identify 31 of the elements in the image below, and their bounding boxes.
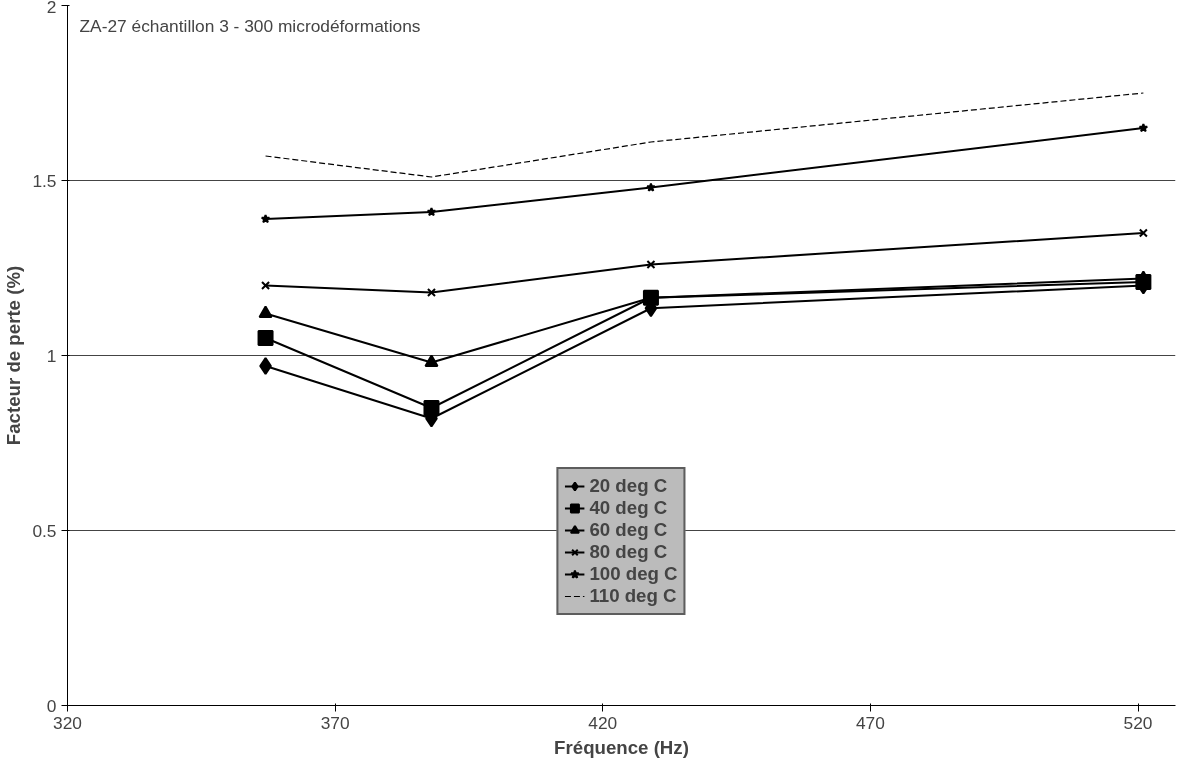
text: ZA-27 échantillon 3 - 300 microdéformations [79,15,421,36]
legend-label: 40 deg C [589,497,668,519]
y-axis-title: Facteur de perte (%) [3,265,25,446]
x-tick-label: 420 [588,712,618,733]
x-tick-label: 520 [1123,712,1153,733]
point [424,354,439,367]
x-tick-label: 470 [855,712,885,733]
point [1138,228,1148,238]
y-tick-label: 1.5 [32,170,57,191]
x-tick-label: 370 [320,712,350,733]
point [646,182,656,192]
x-axis-title: Fréquence (Hz) [554,736,689,758]
point [261,280,271,291]
point [426,287,437,298]
point [423,400,440,416]
point [646,259,656,270]
point [258,305,273,318]
legend-label: 20 deg C [589,475,668,497]
line-series [264,92,1144,178]
legend-label: 100 deg C [589,563,678,585]
legend-label: 80 deg C [589,541,668,563]
y-tick-label: 2 [46,0,57,17]
point [426,207,437,217]
point [257,330,274,346]
point [260,214,271,224]
point [1138,123,1149,133]
point [259,357,272,375]
legend-label: 60 deg C [589,519,668,541]
y-tick-label: 1 [46,345,57,366]
legend-label: 110 deg C [589,585,677,607]
y-tick-label: 0.5 [32,520,57,541]
